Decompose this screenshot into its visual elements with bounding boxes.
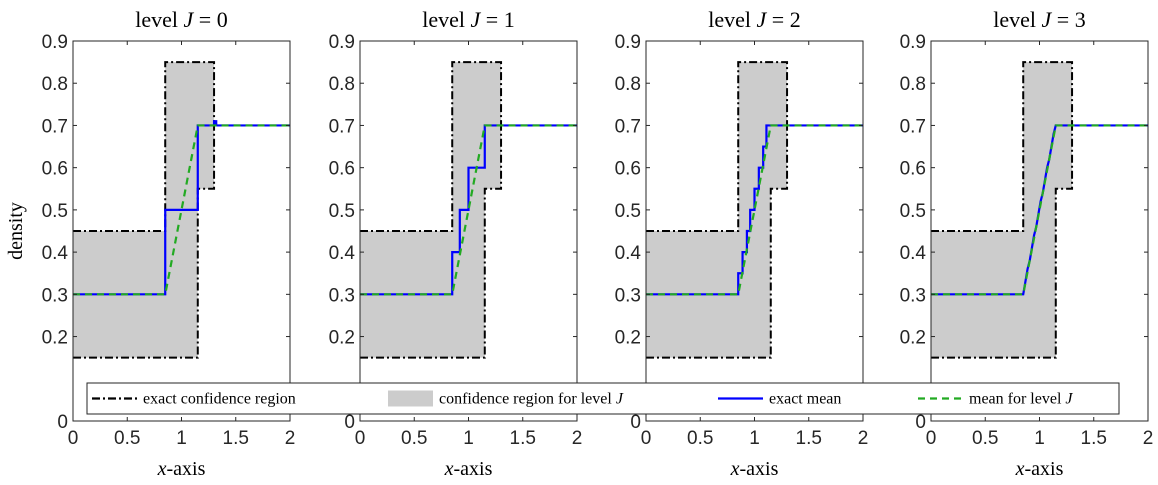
y-tick-label: 0.5 xyxy=(42,201,68,222)
y-tick-label: 0.4 xyxy=(615,243,642,264)
panel-1: 0 0.5 1 1.5 2 0 0.2 0.3 0.4 0.5 0.6 0.7 0.8 0.9 level … xyxy=(329,7,583,480)
x-axis-label: x-axis xyxy=(157,458,206,480)
x-tick-label: 0 xyxy=(926,428,937,449)
x-tick-label: 0 xyxy=(641,428,652,449)
y-tick-label: 0 xyxy=(344,412,355,433)
y-tick-label: 0.6 xyxy=(900,159,926,180)
x-axis-label: x-axis xyxy=(730,458,779,480)
y-tick-label: 0.4 xyxy=(329,243,356,264)
y-tick-label: 0.8 xyxy=(42,74,68,95)
panel-title: level J = 3 xyxy=(993,7,1085,32)
y-tick-label: 0.3 xyxy=(329,285,355,306)
x-tick-label: 0 xyxy=(355,428,366,449)
x-tick-label: 2 xyxy=(285,428,296,449)
y-tick-label: 0.9 xyxy=(615,32,641,53)
y-tick-label: 0.3 xyxy=(900,285,926,306)
x-tick-label: 2 xyxy=(1143,428,1154,449)
x-tick-label: 2 xyxy=(858,428,869,449)
legend-swatch-region xyxy=(388,390,433,407)
x-tick-label: 1 xyxy=(749,428,760,449)
y-tick-label: 0.9 xyxy=(42,32,68,53)
panel-0: 0 0.5 1 1.5 2 0 0.2 0.3 0.4 0.5 0.6 0.7 0.8 0.9 level … xyxy=(42,7,296,480)
x-tick-label: 0.5 xyxy=(401,428,427,449)
x-tick-label: 1 xyxy=(176,428,187,449)
panels: 0 0.5 1 1.5 2 0 0.2 0.3 0.4 0.5 0.6 0.7 0.8 0.9 level … xyxy=(42,7,1154,480)
y-tick-label: 0.9 xyxy=(900,32,926,53)
legend-label: exact confidence region xyxy=(143,391,296,408)
y-tick-label: 0 xyxy=(915,412,926,433)
y-tick-label: 0.7 xyxy=(900,116,926,137)
y-tick-label: 0.3 xyxy=(615,285,641,306)
y-tick-label: 0.7 xyxy=(329,116,355,137)
y-tick-label: 0.6 xyxy=(615,159,641,180)
exact-mean-line xyxy=(360,124,577,296)
y-tick-label: 0 xyxy=(57,412,68,433)
y-tick-label: 0.5 xyxy=(615,201,641,222)
x-tick-label: 2 xyxy=(572,428,583,449)
legend-label: mean for level J xyxy=(969,391,1073,408)
legend-label: confidence region for level J xyxy=(439,391,624,408)
y-tick-label: 0.7 xyxy=(615,116,641,137)
panel-title: level J = 2 xyxy=(708,7,800,32)
y-tick-label: 0.2 xyxy=(42,328,68,349)
x-axis-label: x-axis xyxy=(444,458,493,480)
x-tick-label: 0 xyxy=(68,428,79,449)
y-tick-label: 0.5 xyxy=(329,201,355,222)
legend: exact confidence region confidence region… xyxy=(86,382,1120,415)
y-tick-label: 0.8 xyxy=(900,74,926,95)
y-tick-label: 0 xyxy=(630,412,641,433)
x-tick-label: 0.5 xyxy=(972,428,998,449)
y-axis-label: density xyxy=(5,202,27,260)
x-tick-label: 1.5 xyxy=(1081,428,1107,449)
y-tick-label: 0.6 xyxy=(42,159,68,180)
exact-mean-line xyxy=(73,120,290,296)
y-tick-label: 0.4 xyxy=(42,243,69,264)
x-axis-label: x-axis xyxy=(1015,458,1064,480)
x-tick-label: 0.5 xyxy=(687,428,713,449)
x-tick-label: 1 xyxy=(1034,428,1045,449)
y-tick-label: 0.8 xyxy=(615,74,641,95)
panel-title: level J = 1 xyxy=(422,7,514,32)
x-tick-label: 1 xyxy=(463,428,474,449)
panel-2: 0 0.5 1 1.5 2 0 0.2 0.3 0.4 0.5 0.6 0.7 0.8 0.9 level … xyxy=(615,7,869,480)
y-tick-label: 0.7 xyxy=(42,116,68,137)
y-tick-label: 0.3 xyxy=(42,285,68,306)
x-tick-label: 1.5 xyxy=(796,428,822,449)
x-tick-label: 1.5 xyxy=(223,428,249,449)
y-tick-label: 0.8 xyxy=(329,74,355,95)
y-tick-label: 0.2 xyxy=(615,328,641,349)
y-tick-label: 0.2 xyxy=(900,328,926,349)
x-tick-label: 0.5 xyxy=(114,428,140,449)
y-tick-label: 0.5 xyxy=(900,201,926,222)
y-tick-label: 0.9 xyxy=(329,32,355,53)
panel-3: 0 0.5 1 1.5 2 0 0.2 0.3 0.4 0.5 0.6 0.7 0.8 0.9 level … xyxy=(900,7,1154,480)
y-tick-label: 0.2 xyxy=(329,328,355,349)
x-tick-label: 1.5 xyxy=(510,428,536,449)
y-tick-label: 0.6 xyxy=(329,159,355,180)
panel-title: level J = 0 xyxy=(135,7,227,32)
y-tick-label: 0.4 xyxy=(900,243,927,264)
legend-label: exact mean xyxy=(769,391,841,408)
